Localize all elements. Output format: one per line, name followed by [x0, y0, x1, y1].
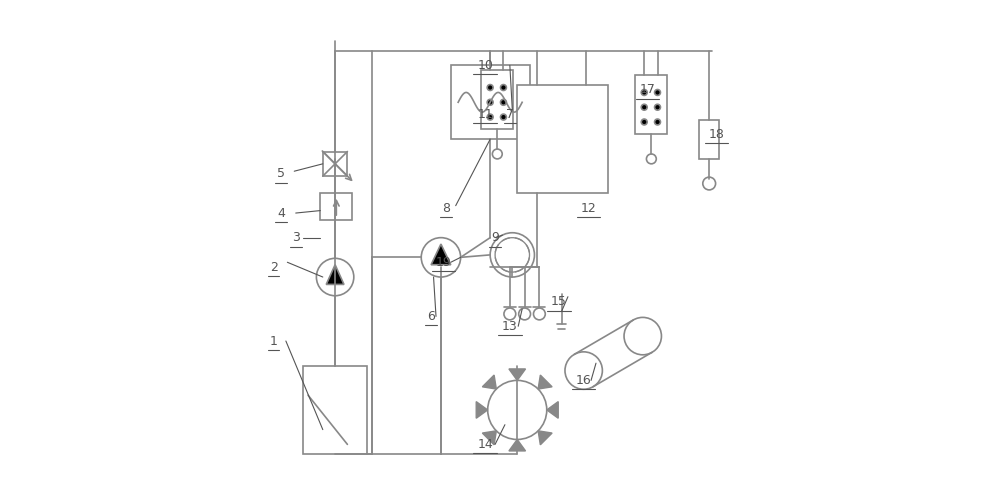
Circle shape: [533, 308, 545, 320]
Text: 12: 12: [581, 201, 596, 215]
Bar: [451, 65, 530, 139]
Text: 17: 17: [640, 84, 656, 97]
Polygon shape: [326, 265, 344, 285]
Text: 8: 8: [442, 201, 450, 215]
Text: 16: 16: [576, 374, 592, 387]
Text: 14: 14: [477, 438, 493, 451]
Bar: [635, 75, 667, 134]
Circle shape: [655, 104, 660, 110]
Circle shape: [500, 99, 506, 105]
Circle shape: [500, 85, 506, 91]
Polygon shape: [547, 401, 558, 418]
Bar: [481, 70, 513, 129]
Circle shape: [500, 114, 506, 120]
Circle shape: [487, 114, 493, 120]
Text: 15: 15: [551, 295, 567, 308]
Text: 6: 6: [427, 310, 435, 323]
Polygon shape: [538, 375, 552, 389]
Polygon shape: [476, 401, 488, 418]
Circle shape: [641, 90, 647, 96]
Polygon shape: [482, 375, 496, 389]
Circle shape: [703, 177, 716, 190]
Text: 19: 19: [436, 256, 451, 269]
Text: 10: 10: [477, 59, 493, 72]
Text: 13: 13: [502, 320, 518, 333]
Text: 3: 3: [292, 231, 300, 244]
Circle shape: [487, 85, 493, 91]
Text: 7: 7: [506, 108, 514, 121]
Circle shape: [655, 90, 660, 96]
Circle shape: [421, 238, 461, 277]
Bar: [699, 119, 719, 159]
Text: 5: 5: [277, 167, 285, 180]
Circle shape: [641, 119, 647, 125]
Circle shape: [565, 352, 602, 389]
Text: 4: 4: [277, 206, 285, 220]
Circle shape: [646, 154, 656, 164]
Text: 9: 9: [491, 231, 499, 244]
Circle shape: [519, 308, 531, 320]
Circle shape: [492, 149, 502, 159]
Circle shape: [488, 380, 547, 440]
Text: 18: 18: [709, 128, 725, 141]
Circle shape: [487, 99, 493, 105]
Bar: [517, 85, 608, 194]
Polygon shape: [431, 244, 451, 265]
Text: 2: 2: [270, 261, 278, 274]
Circle shape: [316, 258, 354, 296]
Bar: [323, 151, 347, 176]
Circle shape: [490, 233, 534, 277]
Polygon shape: [509, 369, 526, 380]
Polygon shape: [509, 440, 526, 451]
Circle shape: [655, 119, 660, 125]
Polygon shape: [538, 431, 552, 445]
Circle shape: [624, 317, 661, 355]
Bar: [303, 366, 367, 454]
Circle shape: [641, 104, 647, 110]
Circle shape: [504, 308, 516, 320]
Polygon shape: [482, 431, 496, 445]
Text: 1: 1: [270, 335, 278, 347]
Text: 11: 11: [477, 108, 493, 121]
Bar: [320, 194, 352, 220]
